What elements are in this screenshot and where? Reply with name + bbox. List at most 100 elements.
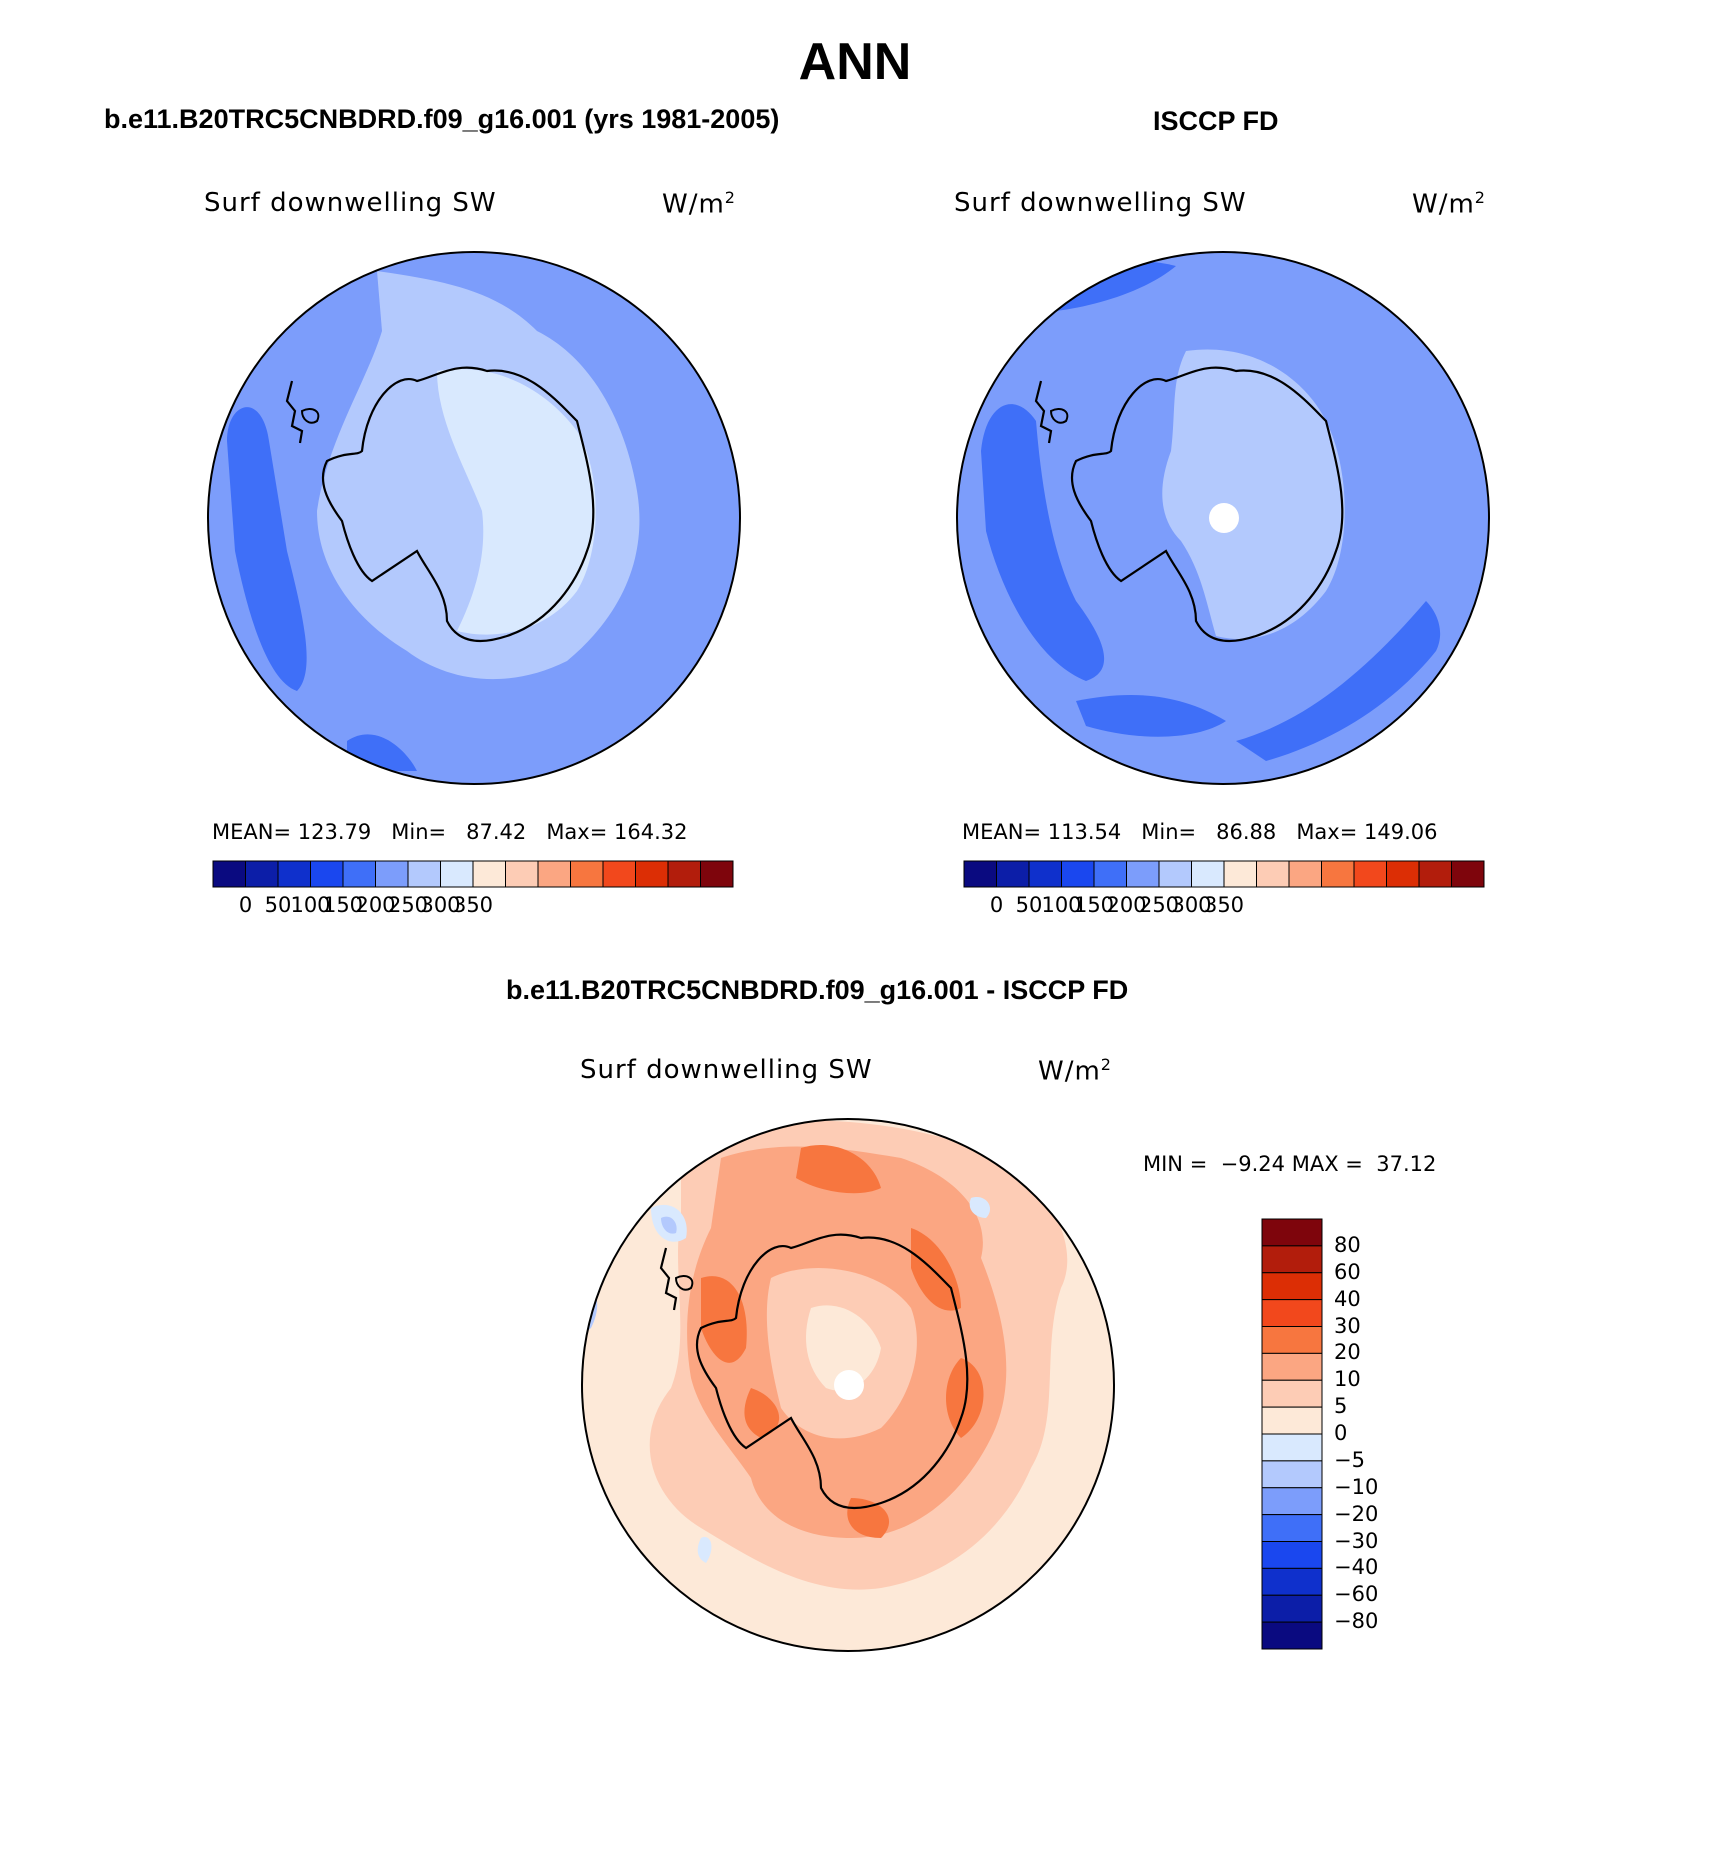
diff-colorbar-tick-label: 30 [1334,1313,1361,1338]
obs-case-title: ISCCP FD [1153,106,1279,136]
obs-max-label: Max= [1296,820,1358,844]
obs-colorbar-box [1353,860,1387,888]
model-colorbar-box [245,860,279,888]
diff-colorbar-box [1261,1379,1323,1408]
obs-colorbar-box [1386,860,1420,888]
diff-colorbar-tick-label: 80 [1334,1232,1361,1257]
model-colorbar-box [635,860,669,888]
diff-colorbar-tick-label: 0 [1334,1421,1348,1445]
model-colorbar-box [407,860,441,888]
model-colorbar-box [440,860,474,888]
model-colorbar-box [667,860,701,888]
model-colorbar-box [505,860,539,888]
obs-mean-label: MEAN= [962,820,1042,844]
model-min-value: 87.42 [466,820,527,844]
obs-colorbar-box [1223,860,1257,888]
obs-colorbar-tick-label: 200 [1106,893,1147,917]
diff-colorbar-box [1261,1594,1323,1623]
diff-colorbar-box [1261,1567,1323,1596]
obs-colorbar-box [1126,860,1160,888]
obs-colorbar-box [996,860,1030,888]
diff-variable-label: Surf downwelling SW [580,1055,873,1085]
model-colorbar-box [602,860,636,888]
diff-colorbar-box [1261,1218,1323,1247]
model-mean-value: 123.79 [297,820,372,844]
obs-colorbar-box [1061,860,1095,888]
diff-max-label: MAX = [1291,1152,1363,1176]
model-colorbar-box [570,860,604,888]
obs-max-value: 149.06 [1364,820,1438,844]
model-colorbar-tick-label: 300 [420,893,461,917]
obs-colorbar-tick-label: 0 [989,893,1004,917]
model-colorbar-tick-label: 150 [322,893,364,917]
obs-colorbar-box [1158,860,1192,888]
diff-colorbar-box [1261,1352,1323,1381]
model-variable-label: Surf downwelling SW [204,188,497,218]
diff-colorbar-tick-label: −10 [1334,1474,1379,1499]
diff-colorbar-tick-label: −20 [1334,1501,1379,1526]
diff-colorbar-box [1261,1272,1323,1301]
diff-polar-map [581,1118,1115,1652]
obs-colorbar-box [1451,860,1485,888]
diff-colorbar-tick-label: 60 [1334,1259,1361,1284]
obs-colorbar-box [1191,860,1225,888]
model-min-label: Min= [391,820,447,844]
model-colorbar-box [342,860,376,888]
obs-stats: MEAN= 113.54 Min= 86.88 Max= 149.06 [962,820,1438,844]
obs-colorbar-tick-label: 50 [1015,893,1043,917]
obs-variable-label: Surf downwelling SW [954,188,1247,218]
model-colorbar-tick-label: 200 [355,893,396,917]
obs-colorbar-box [1093,860,1127,888]
diff-units: W/m2 [1038,1055,1112,1087]
obs-colorbar-tick-label: 300 [1171,893,1212,917]
diff-colorbar-box [1261,1299,1323,1327]
model-colorbar-tick-label: 50 [264,893,292,917]
obs-mean-value: 113.54 [1047,820,1122,844]
diff-colorbar-tick-label: −40 [1334,1555,1379,1580]
diff-colorbar-box [1261,1406,1323,1435]
diff-colorbar-tick-label: 10 [1334,1367,1361,1392]
diff-max-value: 37.12 [1376,1152,1437,1176]
model-colorbar-tick-label: 250 [387,893,429,917]
obs-colorbar-labels: 0 50 100 150 200 250 300 350 [964,893,1484,923]
diff-colorbar-tick-label: −80 [1334,1609,1379,1634]
model-max-value: 164.32 [614,820,688,844]
diff-colorbar-box [1261,1514,1323,1542]
model-colorbar-box [472,860,506,888]
obs-colorbar-tick-label: 250 [1138,893,1180,917]
model-colorbar-box [700,860,734,888]
diff-min-label: MIN = [1143,1152,1208,1176]
diff-min-value: −9.24 [1220,1152,1286,1176]
diff-stats: MIN = −9.24 MAX = 37.12 [1143,1152,1436,1176]
diff-colorbar-box [1261,1487,1323,1516]
model-colorbar-tick-label: 100 [290,893,331,917]
obs-colorbar-box [1028,860,1062,888]
diff-colorbar-tick-label: −60 [1334,1582,1379,1607]
diff-colorbar-box [1261,1433,1323,1462]
diff-colorbar-box [1261,1460,1323,1489]
obs-units: W/m2 [1412,188,1486,220]
model-colorbar-box [310,860,344,888]
model-colorbar-box [277,860,311,888]
model-colorbar-tick-label: 350 [452,893,494,917]
model-colorbar-box [375,860,409,888]
obs-colorbar-box [1288,860,1322,888]
diff-case-title: b.e11.B20TRC5CNBDRD.f09_g16.001 - ISCCP … [506,975,1129,1005]
obs-polar-map [956,251,1490,785]
diff-colorbar-tick-label: −30 [1334,1528,1379,1553]
diff-colorbar-labels: 80 60 40 30 20 10 5 0 −5 −10 −20 −30 −40 −60 −80 [1334,1219,1414,1649]
diff-colorbar-tick-label: 5 [1334,1394,1348,1419]
model-colorbar-box [212,860,246,888]
model-polar-map [207,251,741,785]
obs-colorbar-box [963,860,997,888]
obs-min-label: Min= [1141,820,1197,844]
model-max-label: Max= [546,820,608,844]
diff-colorbar-box [1261,1621,1323,1650]
diff-colorbar-tick-label: −5 [1334,1447,1365,1472]
model-mean-label: MEAN= [212,820,292,844]
model-stats: MEAN= 123.79 Min= 87.42 Max= 164.32 [212,820,688,844]
obs-colorbar-tick-label: 150 [1073,893,1115,917]
obs-colorbar-box [1418,860,1452,888]
diff-colorbar-box [1261,1245,1323,1274]
obs-colorbar-tick-label: 100 [1041,893,1082,917]
